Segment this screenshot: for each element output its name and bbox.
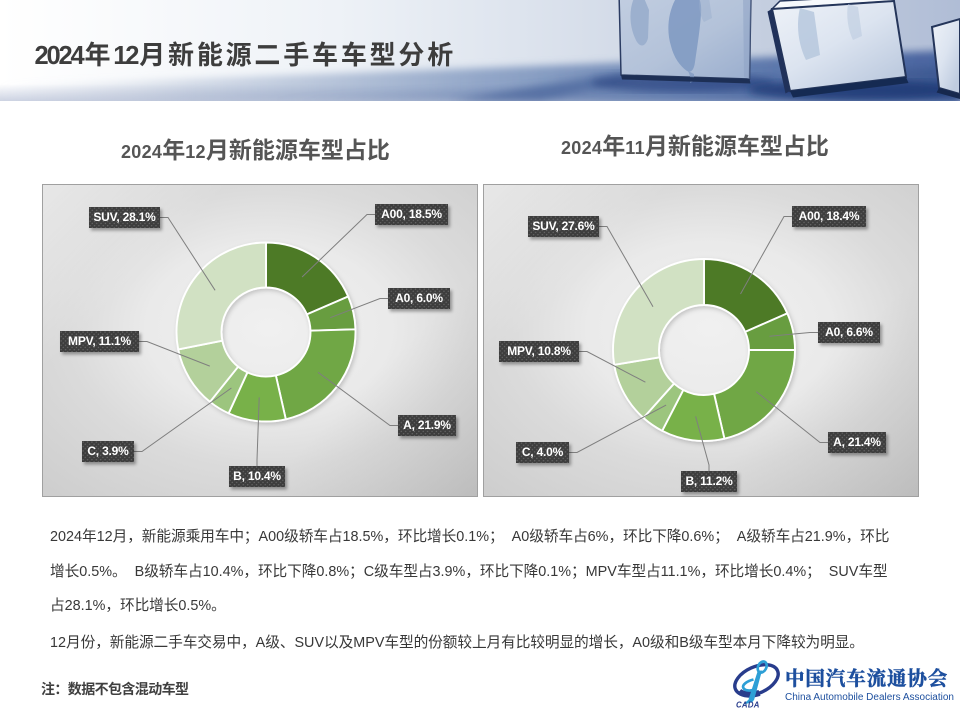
svg-text:CADA: CADA [736, 701, 760, 710]
